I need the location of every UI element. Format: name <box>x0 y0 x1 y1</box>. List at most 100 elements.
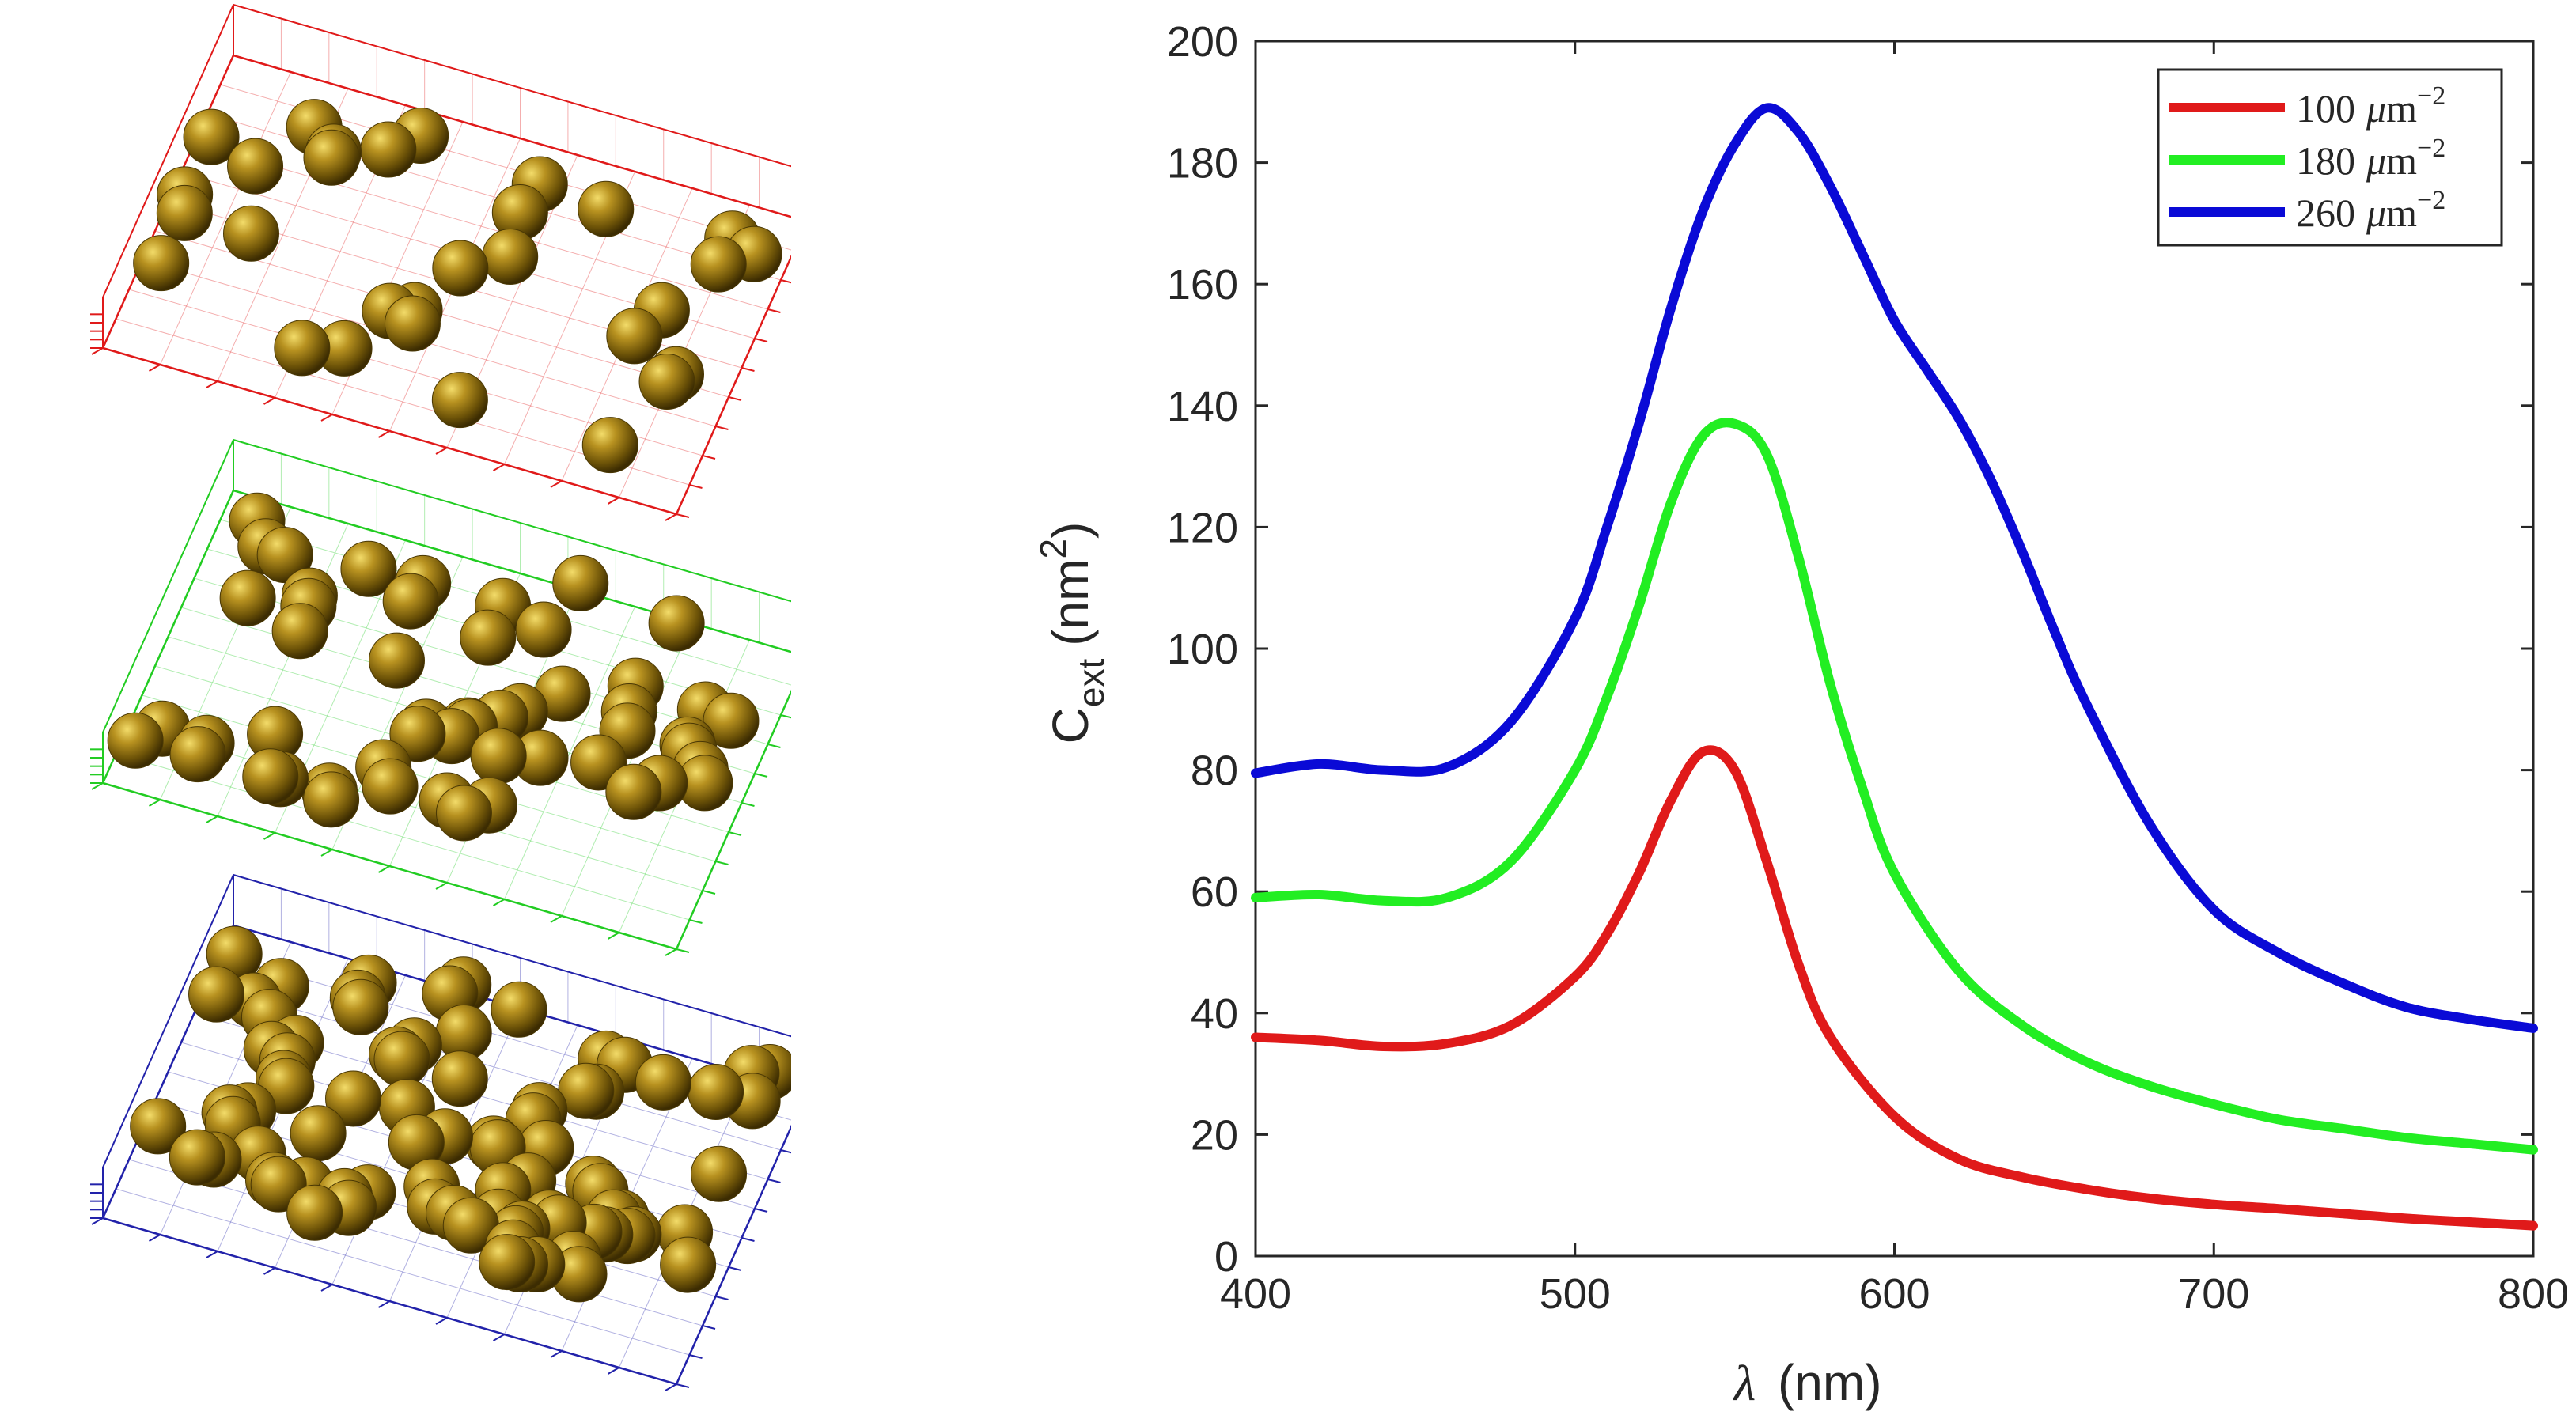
axis-tick <box>378 430 390 438</box>
gold-nanoparticle <box>169 1129 225 1186</box>
axis-tick <box>715 426 729 430</box>
nanoparticle-layers-illustration <box>90 3 791 1391</box>
gold-nanoparticle <box>432 240 489 297</box>
y-tick-label: 120 <box>1167 504 1238 551</box>
x-tick-label: 600 <box>1858 1270 1930 1318</box>
gold-nanoparticle <box>223 205 280 262</box>
axis-tick <box>149 1234 161 1242</box>
axis-tick <box>435 1317 448 1325</box>
gold-nanoparticle <box>303 771 360 828</box>
y-tick-label: 60 <box>1191 868 1238 916</box>
gold-nanoparticle <box>290 1105 347 1162</box>
x-tick-label: 400 <box>1220 1270 1291 1318</box>
axis-tick <box>435 447 448 455</box>
x-axis-label: λ (nm) <box>1732 1354 1881 1411</box>
gold-nanoparticle <box>169 726 226 783</box>
gold-nanoparticle <box>130 1098 187 1155</box>
axis-tick <box>767 744 781 748</box>
gold-nanoparticle <box>340 540 397 597</box>
gold-nanoparticle <box>688 1063 744 1120</box>
grid-line <box>142 694 716 862</box>
axis-tick <box>263 832 275 840</box>
gold-nanoparticle <box>227 138 284 195</box>
legend-entry-label: 100 μm−2 <box>2296 81 2445 131</box>
y-axis-label: Cext(nm2) <box>1032 522 1112 744</box>
axis-tick <box>320 849 333 857</box>
axis-tick <box>550 480 563 488</box>
axis-tick <box>608 932 619 940</box>
axis-tick <box>780 1149 791 1154</box>
axis-tick <box>676 513 690 518</box>
legend-entry-label: 260 μm−2 <box>2296 186 2445 235</box>
axis-tick <box>689 919 703 924</box>
y-tick-label: 80 <box>1191 747 1238 795</box>
gold-nanoparticle <box>578 180 635 237</box>
floor-outline <box>101 924 791 1386</box>
axis-tick <box>702 890 716 895</box>
axis-tick <box>665 948 677 956</box>
axis-tick <box>715 861 729 865</box>
axis-tick <box>728 831 742 836</box>
gold-nanoparticle <box>431 372 488 429</box>
axis-tick <box>754 338 768 342</box>
axis-tick <box>702 455 716 460</box>
axis-tick <box>780 714 791 719</box>
axis-tick <box>754 773 768 778</box>
gold-nanoparticle <box>470 728 527 785</box>
gold-nanoparticle <box>286 1184 343 1241</box>
gold-nanoparticle <box>660 1236 717 1293</box>
axis-tick <box>149 364 161 372</box>
axis-tick <box>263 1267 275 1275</box>
gold-nanoparticle <box>635 1054 691 1111</box>
gold-nanoparticle <box>435 785 492 842</box>
axis-tick <box>378 865 390 873</box>
x-tick-label: 500 <box>1540 1270 1611 1318</box>
grid-line <box>217 523 349 817</box>
axis-tick <box>767 308 781 313</box>
gold-nanoparticle <box>384 295 441 352</box>
axis-tick <box>493 464 505 471</box>
axis-tick <box>728 396 742 401</box>
gold-nanoparticle <box>691 1145 748 1202</box>
grid-line <box>128 1159 703 1326</box>
axis-tick <box>780 279 791 284</box>
axis-tick <box>493 1334 505 1341</box>
y-tick-label: 0 <box>1214 1233 1238 1281</box>
gold-nanoparticle <box>606 308 663 365</box>
axis-tick <box>320 414 333 422</box>
y-tick-label: 20 <box>1191 1111 1238 1159</box>
grid-line <box>116 753 690 921</box>
axis-tick <box>689 1354 703 1359</box>
gold-nanoparticle <box>479 1234 536 1291</box>
gold-nanoparticle <box>389 706 446 762</box>
axis-tick <box>608 1367 619 1375</box>
axis-tick <box>741 802 755 807</box>
y-tick-label: 200 <box>1167 18 1238 66</box>
gold-nanoparticle <box>362 758 419 815</box>
x-tick-label: 700 <box>2178 1270 2249 1318</box>
axis-tick <box>550 915 563 923</box>
axis-tick <box>676 1383 690 1388</box>
gold-nanoparticle <box>431 1050 488 1107</box>
axis-tick <box>608 497 619 505</box>
particle-panel-density-260 <box>90 873 791 1391</box>
gold-nanoparticle <box>703 692 760 749</box>
gold-nanoparticle <box>219 569 276 626</box>
y-tick-label: 160 <box>1167 261 1238 308</box>
gold-nanoparticle <box>183 108 240 165</box>
gold-nanoparticle <box>133 235 190 292</box>
gold-nanoparticle <box>332 978 389 1035</box>
gold-nanoparticle <box>382 573 439 630</box>
gold-nanoparticle <box>271 603 328 660</box>
axis-tick <box>689 484 703 489</box>
axis-tick <box>206 815 218 823</box>
axis-tick <box>728 1266 742 1271</box>
gold-nanoparticle <box>107 712 164 769</box>
gold-nanoparticle <box>605 763 662 820</box>
axis-tick <box>378 1300 390 1308</box>
x-axis-ticks: 400 500 600 700 800 <box>1220 41 2569 1318</box>
gold-nanoparticle <box>156 184 213 241</box>
axis-tick <box>206 380 218 388</box>
particle-panel-density-100 <box>90 3 791 521</box>
axis-tick <box>493 899 505 906</box>
